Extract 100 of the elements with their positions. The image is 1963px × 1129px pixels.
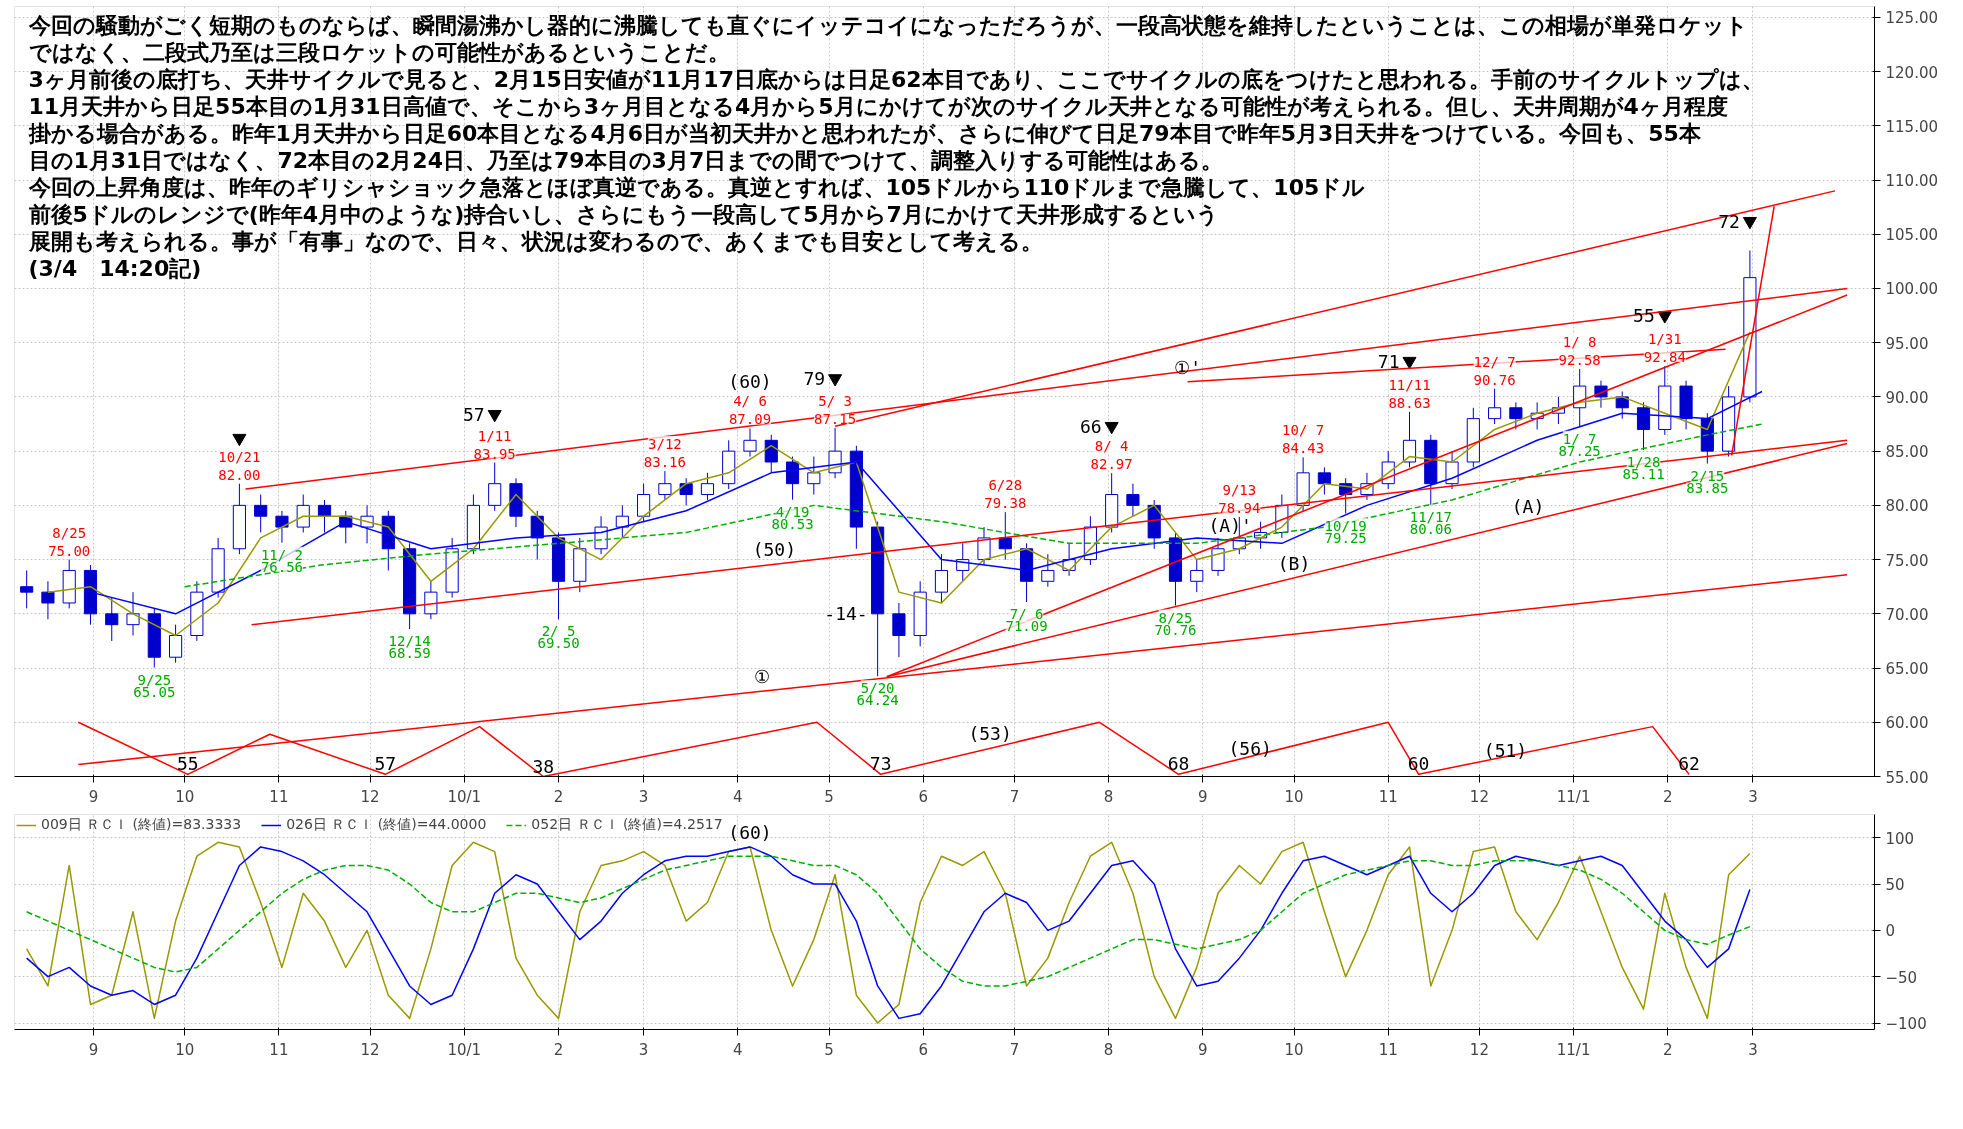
annotation: 9/25 65.05 xyxy=(133,671,176,700)
annotation: 10/19 79.25 xyxy=(1324,517,1367,546)
annotation: 4/19 80.53 xyxy=(771,503,814,532)
annotation: (50) xyxy=(752,538,796,560)
legend-label: 052日 ＲＣＩ (終値)=4.2517 xyxy=(531,816,723,834)
x-tick-label: 7 xyxy=(1009,1040,1020,1059)
x-tick-label: 8 xyxy=(1103,787,1114,806)
annotation: (B) xyxy=(1277,553,1311,575)
x-tick-label: 11/1 xyxy=(1556,787,1591,806)
x-tick-label: 12 xyxy=(1469,1040,1489,1059)
annotation: 8/25 70.76 xyxy=(1154,609,1197,638)
x-tick-label: 11/1 xyxy=(1556,1040,1591,1059)
y-tick-label: 50 xyxy=(1885,876,1905,894)
annotation: 55 xyxy=(176,753,199,775)
annotation: 展開も考えられる。事が「有事」なので、日々、状況は変わるので、あくまでも目安として考える。 xyxy=(27,228,1043,254)
y-tick-label: 80.00 xyxy=(1885,497,1929,516)
x-tick-label: 11 xyxy=(1378,1040,1398,1059)
x-tick-label: 2 xyxy=(553,1040,564,1059)
x-tick-label: 11 xyxy=(269,787,289,806)
x-tick-label: 10/1 xyxy=(447,787,482,806)
y-tick-label: 100 xyxy=(1885,829,1915,848)
annotation: 9/13 78.94 xyxy=(1218,481,1261,516)
y-tick-label: 90.00 xyxy=(1885,388,1929,407)
annotation: 11/11 88.63 xyxy=(1388,376,1431,411)
annotation: (53) xyxy=(968,723,1012,745)
y-tick-label: 60.00 xyxy=(1885,714,1929,733)
y-tick-label: 125.00 xyxy=(1885,9,1938,28)
y-tick-label: 115.00 xyxy=(1885,117,1938,136)
x-tick-label: 2 xyxy=(1663,1040,1673,1059)
annotation: (56) xyxy=(1228,737,1272,759)
y-tick-label: 65.00 xyxy=(1885,660,1929,679)
annotation: 今回の上昇角度は、昨年のギリシャショック急落とほぼ真逆である。真逆とすれば、105ドルから110ドルまで急騰して、105ドル xyxy=(27,174,1366,200)
x-tick-label: 10 xyxy=(175,787,195,806)
x-tick-label: 6 xyxy=(918,1040,928,1059)
annotation: 目の1月31日ではなく、72本目の2月24日、乃至は79本目の3月7日までの間でつけて、調整入りする可能性はある。 xyxy=(28,147,1224,173)
annotation: 8/ 4 82.97 xyxy=(1090,438,1133,473)
x-tick-label: 11 xyxy=(1378,787,1398,806)
annotation: (51) xyxy=(1483,739,1528,761)
annotation: 3ヶ月前後の底打ち、天井サイクルで見ると、2月15日安値が11月17日底からは日足62本目であり、ここでサイクルの底をつけたと思われる。手前のサイクルトップは、 xyxy=(28,66,1764,92)
x-tick-label: 8 xyxy=(1103,1040,1114,1059)
annotation: 掛かる場合がある。昨年1月天井から日足60本目となる4月6日が当初天井かと思われたが、さらに伸びて日足79本目で昨年5月3日天井をつけている。今回も、55本 xyxy=(27,120,1702,146)
x-tick-label: 10/1 xyxy=(447,1040,482,1059)
x-tick-label: 3 xyxy=(638,787,649,806)
annotation: 5/20 64.24 xyxy=(856,680,899,709)
y-tick-label: 85.00 xyxy=(1885,443,1929,462)
x-tick-label: 2 xyxy=(1663,787,1673,806)
y-tick-label: 95.00 xyxy=(1885,334,1929,353)
annotation: 1/28 85.11 xyxy=(1622,453,1665,482)
y-tick-label: 110.00 xyxy=(1885,172,1938,191)
annotation: 6/28 79.38 xyxy=(984,477,1027,512)
annotation: 66 xyxy=(1079,415,1102,437)
x-tick-label: 3 xyxy=(1748,787,1758,806)
annotation: 11/ 2 76.56 xyxy=(260,546,304,575)
y-tick-label: 0 xyxy=(1885,922,1896,941)
annotation: 1/ 7 87.25 xyxy=(1558,430,1601,459)
annotation: 11月天井から日足55本目の1月31日高値で、そこから3ヶ月目となる4月から5月にかけてが次のサイクル天井となる可能性が考えられる。但し、天井周期が4ヶ月程度 xyxy=(28,93,1728,119)
annotation: (3/4 14:20記) xyxy=(28,255,202,281)
x-tick-label: 9 xyxy=(1198,787,1208,806)
x-tick-label: 3 xyxy=(638,1040,649,1059)
x-tick-label: 4 xyxy=(733,787,743,806)
y-tick-label: 70.00 xyxy=(1885,605,1929,624)
annotation: 1/11 83.95 xyxy=(473,427,516,462)
x-tick-label: 11 xyxy=(269,1040,289,1059)
x-tick-label: 4 xyxy=(733,1040,743,1059)
x-tick-label: 9 xyxy=(88,1040,99,1059)
y-tick-label: −100 xyxy=(1885,1015,1927,1034)
annotation: 3/12 83.16 xyxy=(643,436,686,471)
legend-label: 009日 ＲＣＩ (終値)=83.3333 xyxy=(41,816,242,834)
x-tick-label: 2 xyxy=(553,787,564,806)
annotation: 1/ 8 92.58 xyxy=(1558,333,1601,368)
y-tick-label: 75.00 xyxy=(1885,551,1929,570)
annotation: 38 xyxy=(532,755,555,777)
annotation: 7/ 6 71.09 xyxy=(1005,606,1048,634)
annotation: 10/ 7 84.43 xyxy=(1282,422,1325,457)
x-tick-label: 7 xyxy=(1009,787,1020,806)
y-tick-label: 55.00 xyxy=(1885,768,1929,787)
annotation: 2/15 83.85 xyxy=(1686,467,1729,496)
x-tick-label: 10 xyxy=(1284,787,1304,806)
annotation: 10/21 82.00 xyxy=(218,448,261,483)
annotation: 5/ 3 87.15 xyxy=(814,392,857,427)
annotation: 57 xyxy=(463,403,485,425)
x-tick-label: 6 xyxy=(918,787,928,806)
y-tick-label: 120.00 xyxy=(1885,63,1938,82)
annotation: 71 xyxy=(1377,350,1400,372)
annotation: 前後5ドルのレンジで(昨年4月中のような)持合いし、さらにもう一段高して5月から7月にかけて天井形成するという xyxy=(27,201,1219,227)
x-tick-label: 9 xyxy=(88,787,99,806)
y-tick-label: −50 xyxy=(1885,968,1918,987)
x-tick-label: 12 xyxy=(360,1040,380,1059)
annotation: 2/ 5 69.50 xyxy=(537,623,580,652)
annotation: -14- xyxy=(824,603,868,625)
x-tick-label: 10 xyxy=(1284,1040,1304,1059)
annotation: ① xyxy=(754,665,771,687)
annotation: 57 xyxy=(374,753,397,775)
annotation: (A) xyxy=(1511,495,1545,517)
legend-label: 026日 ＲＣＩ (終値)=44.0000 xyxy=(286,816,487,834)
annotation: 62 xyxy=(1678,753,1700,775)
y-tick-label: 105.00 xyxy=(1885,226,1938,245)
annotation: 今回の騒動がごく短期のものならば、瞬間湯沸かし器的に沸騰しても直ぐにイッテコイになっただろうが、一段高状態を維持したということは、この相場が単発ロケット xyxy=(27,12,1748,38)
annotation: (60) xyxy=(728,371,772,393)
annotation: 72 xyxy=(1718,210,1740,232)
